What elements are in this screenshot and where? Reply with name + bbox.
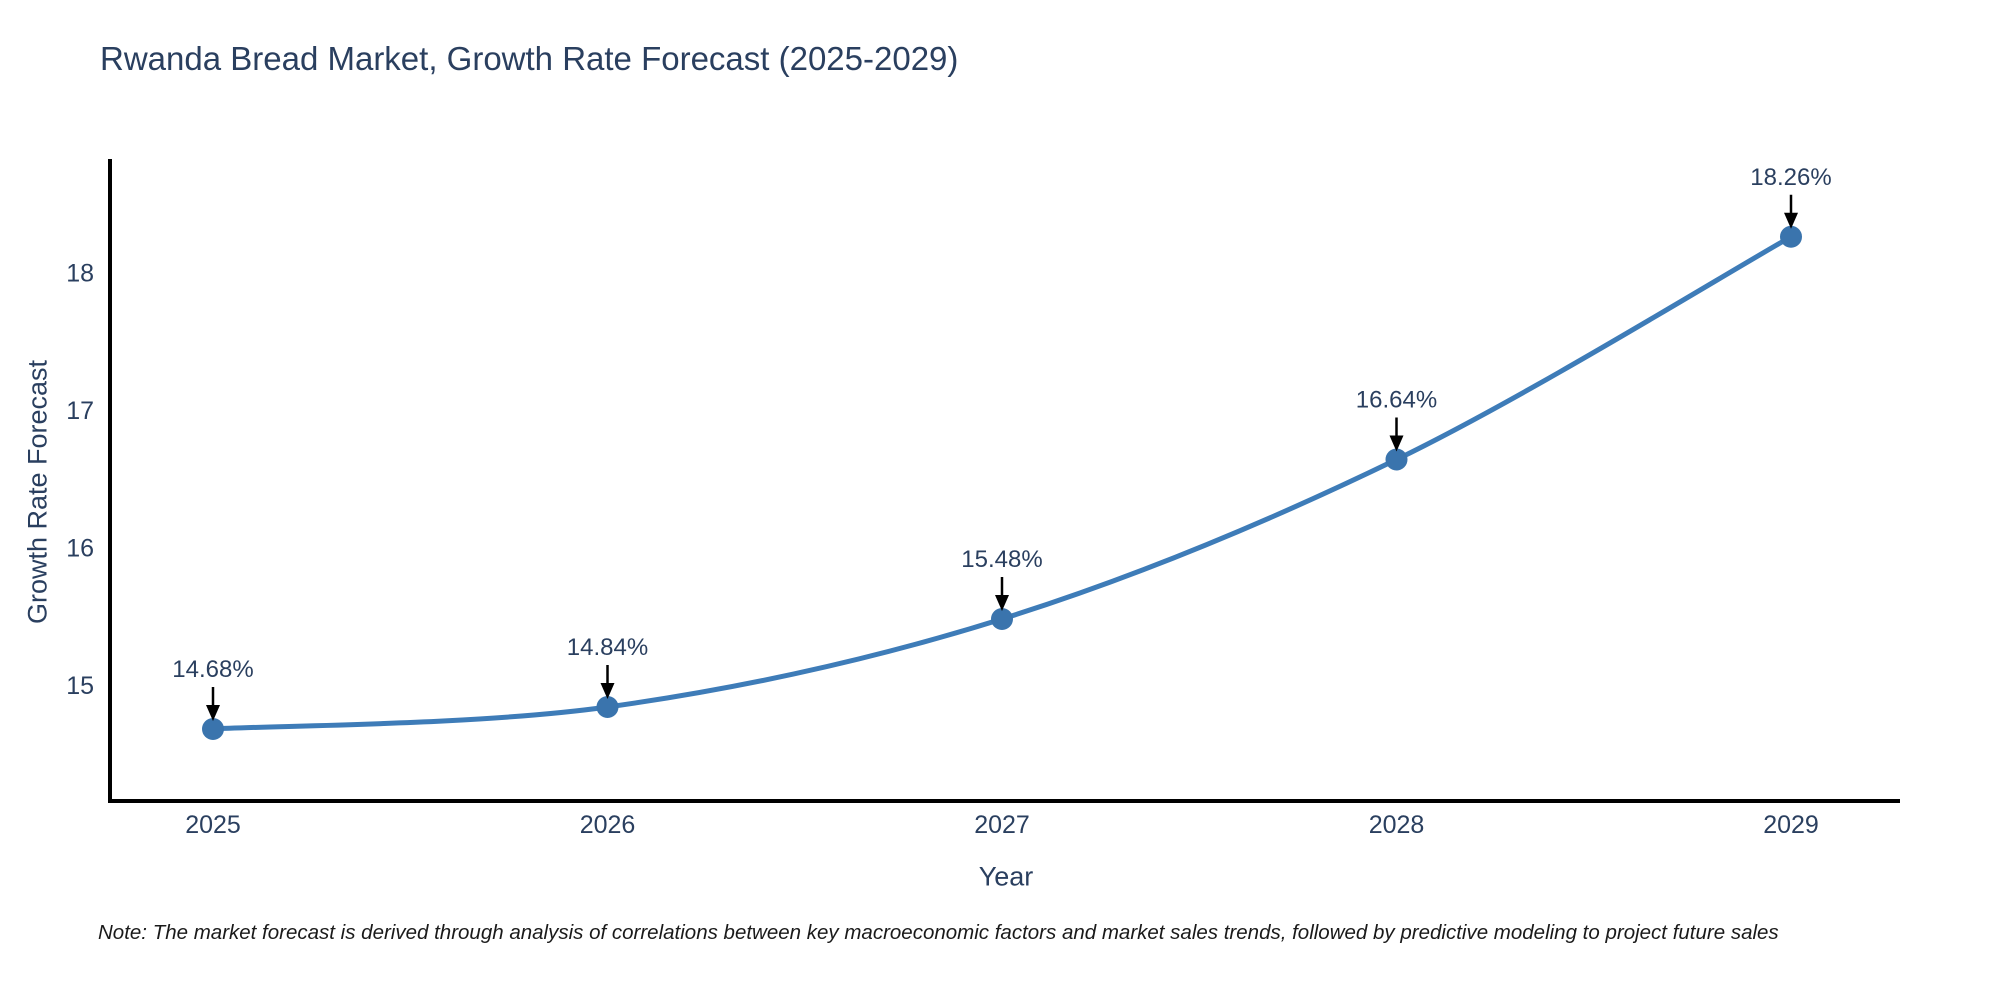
annotation-label-2029: 18.26% <box>1750 164 1831 191</box>
annotation-arrowhead-2027 <box>995 595 1009 611</box>
annotation-arrowhead-2029 <box>1784 212 1798 229</box>
forecast-trend-line <box>210 234 1794 732</box>
data-point-2027 <box>991 608 1013 630</box>
x-axis-title: Year <box>978 861 1034 892</box>
x-tick-label-2028: 2028 <box>1369 811 1425 839</box>
data-point-2026 <box>596 696 619 718</box>
x-tick-label-2027: 2027 <box>974 811 1030 839</box>
footnote: Note: The market forecast is derived thr… <box>98 921 1779 944</box>
annotation-label-2025: 14.68% <box>172 656 253 683</box>
y-tick-label-17: 17 <box>66 397 94 425</box>
annotation-arrowhead-2026 <box>600 683 615 699</box>
y-tick-label-18: 18 <box>66 260 94 288</box>
data-point-2028 <box>1385 448 1408 471</box>
data-point-2029 <box>1780 225 1802 248</box>
annotation-arrowhead-2025 <box>206 705 220 721</box>
x-tick-label-2029: 2029 <box>1763 811 1819 839</box>
x-tick-label-2026: 2026 <box>580 811 636 839</box>
annotation-label-2027: 15.48% <box>961 546 1042 573</box>
x-tick-label-2025: 2025 <box>185 811 241 839</box>
annotation-label-2028: 16.64% <box>1356 387 1437 414</box>
chart-title: Rwanda Bread Market, Growth Rate Forecas… <box>100 40 959 77</box>
data-point-2025 <box>202 718 224 740</box>
y-tick-label-15: 15 <box>66 672 94 700</box>
annotation-label-2026: 14.84% <box>567 634 648 661</box>
y-tick-label-16: 16 <box>66 535 94 563</box>
annotation-arrowhead-2028 <box>1389 435 1404 452</box>
